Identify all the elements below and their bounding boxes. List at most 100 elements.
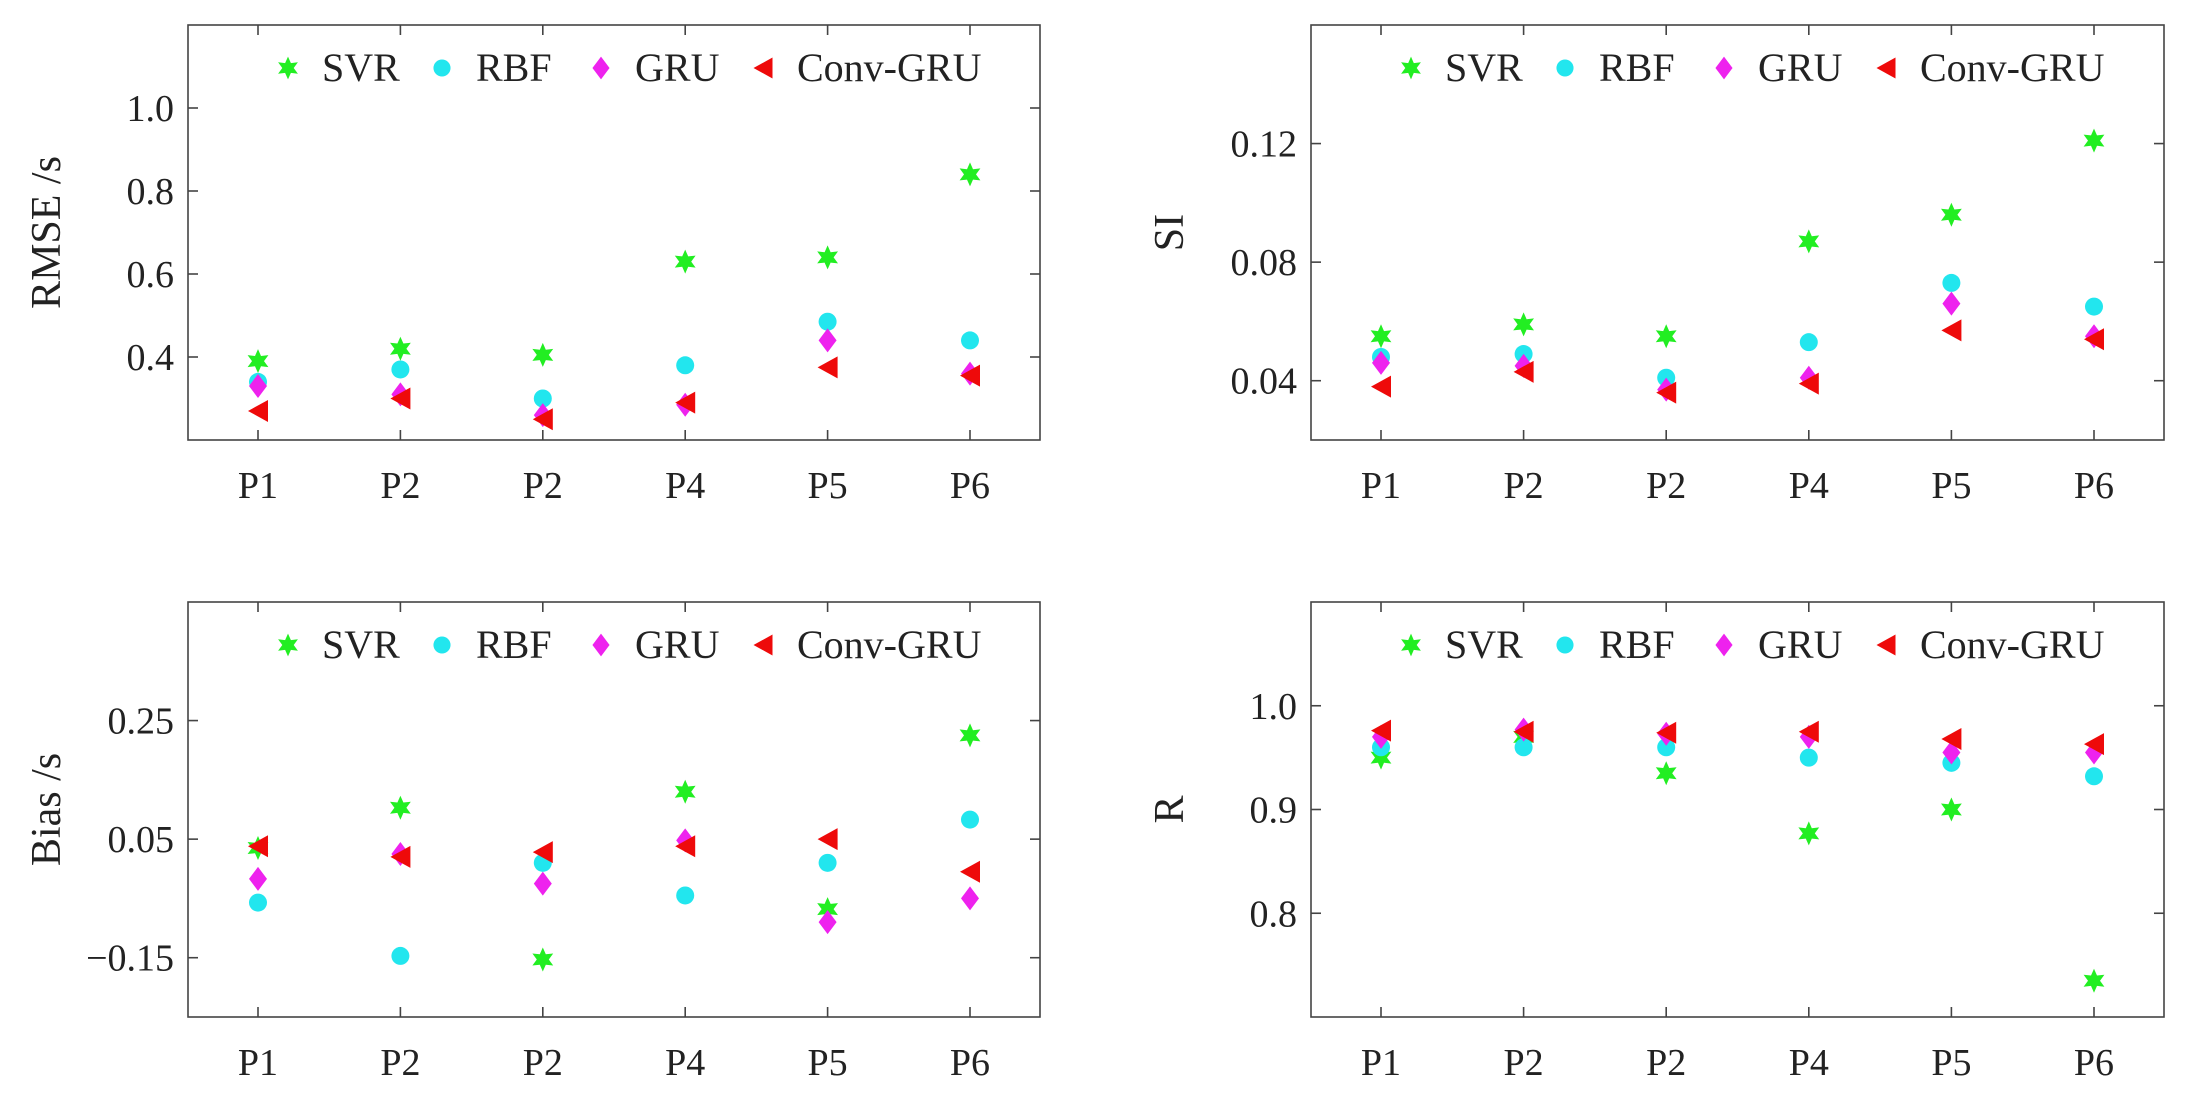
data-point-conv-gru <box>248 399 268 422</box>
data-point-svr <box>1941 797 1962 822</box>
legend-marker-rbf <box>1556 636 1574 654</box>
legend: SVR RBF GRU Conv-GRU <box>278 45 982 90</box>
data-point-svr <box>247 349 269 374</box>
data-point-conv-gru <box>390 845 411 868</box>
data-point-svr <box>959 162 981 187</box>
data-point-svr <box>390 795 411 820</box>
data-point-rbf <box>676 886 695 905</box>
data-point-conv-gru <box>1941 727 1962 750</box>
y-tick-label: −0.15 <box>86 938 174 980</box>
data-point-gru <box>961 886 979 911</box>
y-tick-label: 0.9 <box>1250 790 1298 832</box>
data-point-svr <box>674 249 696 274</box>
data-point-conv-gru <box>817 828 838 851</box>
chart-panel-bias: −0.15 0.05 0.25 P1 P2 P2 P4 P5 P6 Bias /s SVR RBF GR… <box>24 601 1041 1084</box>
data-point-conv-gru <box>1513 720 1534 743</box>
x-tick-label: P2 <box>1646 1042 1686 1084</box>
axes-frame <box>187 601 1041 1018</box>
data-point-conv-gru <box>1798 720 1819 743</box>
y-axis-label: SI <box>1147 214 1193 251</box>
legend-label-gru: GRU <box>635 45 720 90</box>
data-point-gru <box>249 374 267 399</box>
y-tick-label: 0.08 <box>1231 242 1298 284</box>
x-tick-label: P2 <box>523 465 563 507</box>
chart-panel-r: 0.8 0.9 1.0 P1 P2 P2 P4 P5 P6 R SVR RBF GRU Conv-GRU <box>1147 601 2165 1084</box>
legend-marker-conv-gru <box>753 57 773 79</box>
x-tick-label: P6 <box>950 465 990 507</box>
data-point-svr <box>817 245 838 270</box>
x-tick-label: P6 <box>2074 1042 2114 1084</box>
data-point-svr <box>1655 761 1677 786</box>
legend-label-gru: GRU <box>1758 45 1843 90</box>
x-tick-label: P1 <box>1361 1042 1401 1084</box>
data-point-rbf <box>391 946 410 965</box>
x-tick-label: P4 <box>665 1042 705 1084</box>
x-tick-label: P4 <box>665 465 705 507</box>
legend-label-rbf: RBF <box>476 622 552 667</box>
legend-label-gru: GRU <box>635 622 720 667</box>
data-point-svr <box>1655 324 1677 349</box>
data-point-svr <box>674 779 696 804</box>
data-point-svr <box>1941 202 1962 227</box>
y-tick-label: 0.4 <box>127 337 175 379</box>
legend-label-conv-gru: Conv-GRU <box>1920 45 2105 90</box>
legend-marker-svr <box>278 56 298 80</box>
data-point-gru <box>1942 291 1961 316</box>
data-point-conv-gru <box>817 356 838 379</box>
x-tick-label: P5 <box>1931 465 1971 507</box>
legend: SVR RBF GRU Conv-GRU <box>1401 622 2105 667</box>
data-point-gru <box>818 910 837 935</box>
y-tick-label: 0.6 <box>127 254 175 296</box>
y-tick-label: 1.0 <box>127 88 175 130</box>
data-point-rbf <box>1942 273 1961 292</box>
y-tick-label: 0.25 <box>108 701 175 743</box>
y-axis-label: R <box>1147 795 1193 823</box>
x-tick-label: P1 <box>238 1042 278 1084</box>
x-tick-label: P2 <box>523 1042 563 1084</box>
legend-label-svr: SVR <box>322 45 400 90</box>
x-tick-label: P5 <box>808 1042 848 1084</box>
data-point-conv-gru <box>2084 733 2104 756</box>
data-point-svr <box>1798 229 1820 254</box>
x-tick-label: P5 <box>808 465 848 507</box>
x-tick-label: P1 <box>1361 465 1401 507</box>
data-point-svr <box>1370 324 1392 349</box>
data-point-svr <box>2083 968 2105 993</box>
data-point-conv-gru <box>675 391 696 414</box>
chart-panel-rmse: 0.4 0.6 0.8 1.0 P1 P2 P2 P4 P5 P6 RMSE /s SVR RBF GRU… <box>24 24 1041 507</box>
y-tick-label: 0.8 <box>127 171 175 213</box>
x-tick-label: P6 <box>2074 465 2114 507</box>
y-tick-label: 0.04 <box>1231 361 1298 403</box>
legend-marker-gru <box>592 56 610 80</box>
data-point-conv-gru <box>1941 319 1962 342</box>
legend-marker-rbf <box>433 636 451 654</box>
legend-marker-conv-gru <box>1876 57 1896 79</box>
legend-label-conv-gru: Conv-GRU <box>797 622 982 667</box>
y-tick-label: 0.8 <box>1250 893 1298 935</box>
data-point-rbf <box>2085 297 2103 316</box>
data-point-rbf <box>1799 333 1818 352</box>
chart-panel-si: 0.04 0.08 0.12 P1 P2 P2 P4 P5 P6 SI SVR RBF GRU Conv-… <box>1147 24 2165 507</box>
legend-marker-svr <box>1401 633 1421 657</box>
x-tick-label: P2 <box>1504 465 1544 507</box>
legend-marker-conv-gru <box>753 634 773 656</box>
data-point-gru <box>1372 350 1390 375</box>
data-point-rbf <box>1514 738 1533 757</box>
data-point-rbf <box>1657 738 1676 757</box>
legend-marker-conv-gru <box>1876 634 1896 656</box>
data-point-conv-gru <box>1656 381 1677 404</box>
legend-label-svr: SVR <box>1445 622 1523 667</box>
y-axis-label: Bias /s <box>24 753 70 866</box>
data-point-svr <box>532 342 554 367</box>
data-point-rbf <box>533 389 552 408</box>
legend-label-conv-gru: Conv-GRU <box>797 45 982 90</box>
data-point-conv-gru <box>675 835 696 858</box>
data-point-svr <box>959 723 981 748</box>
data-point-conv-gru <box>532 841 553 864</box>
x-tick-label: P2 <box>1504 1042 1544 1084</box>
data-point-gru <box>249 866 267 891</box>
data-point-conv-gru <box>1513 360 1534 383</box>
legend-marker-svr <box>1401 56 1421 80</box>
axes-frame <box>187 24 1041 441</box>
